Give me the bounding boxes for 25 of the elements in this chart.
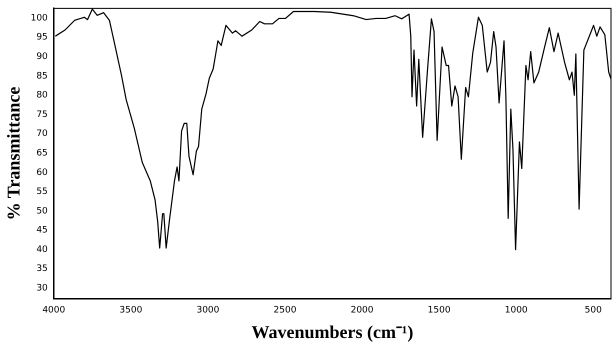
y-tick-label: 95 (36, 32, 48, 43)
x-axis-title: Wavenumbers (cm⁻¹) (251, 322, 414, 342)
y-tick-label: 30 (36, 284, 48, 294)
y-tick-label: 75 (36, 110, 48, 120)
y-tick-label: 40 (36, 244, 48, 255)
x-tick-label: 500 (584, 305, 602, 316)
y-axis-title: % Transmittance (3, 86, 24, 220)
y-tick-label: 50 (36, 206, 48, 216)
x-tick-label: 4000 (42, 305, 66, 316)
y-tick-label: 90 (36, 52, 48, 62)
y-tick-label: 80 (36, 90, 48, 101)
y-tick-label: 65 (36, 148, 48, 158)
y-tick-label: 60 (36, 168, 48, 178)
x-tick-label: 3000 (196, 305, 220, 316)
y-tick-label: 85 (36, 71, 48, 82)
y-tick-label: 70 (36, 129, 48, 140)
x-tick-label: 1500 (428, 305, 451, 316)
y-tick-label: 35 (36, 264, 48, 274)
y-tick-label: 55 (36, 187, 48, 198)
y-tick-label: 100 (30, 13, 48, 24)
x-tick-label: 1000 (504, 305, 528, 316)
x-tick-label: 2500 (274, 305, 297, 316)
x-tick-label: 2000 (350, 305, 374, 316)
y-tick-label: 45 (36, 226, 48, 236)
x-tick-label: 3500 (119, 305, 143, 316)
